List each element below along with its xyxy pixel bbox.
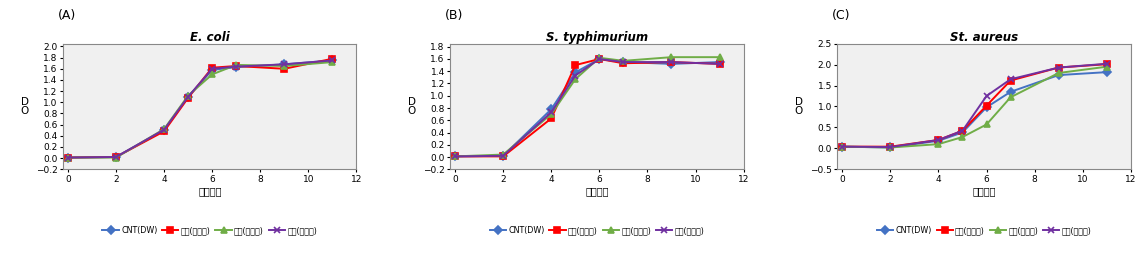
Title: S. typhimurium: S. typhimurium	[546, 31, 647, 44]
Y-axis label: D
O: D O	[21, 97, 29, 116]
X-axis label: 반응시간: 반응시간	[972, 186, 995, 197]
Title: St. aureus: St. aureus	[951, 31, 1018, 44]
Y-axis label: D
O: D O	[408, 97, 416, 116]
Text: (B): (B)	[444, 9, 463, 22]
Text: (A): (A)	[57, 9, 76, 22]
X-axis label: 반응시간: 반응시간	[199, 186, 222, 197]
Legend: CNT(DW), 당근(무처리), 당근(더치기), 당근(초고압): CNT(DW), 당근(무처리), 당근(더치기), 당근(초고압)	[102, 226, 317, 235]
X-axis label: 반응시간: 반응시간	[585, 186, 608, 197]
Legend: CNT(DW), 당근(무처리), 당근(더치기), 당근(초고압): CNT(DW), 당근(무처리), 당근(더치기), 당근(초고압)	[490, 226, 704, 235]
Title: E. coli: E. coli	[189, 31, 230, 44]
Y-axis label: D
O: D O	[794, 97, 804, 116]
Legend: CNT(DW), 당근(무처리), 당근(더치기), 당근(초고압): CNT(DW), 당근(무처리), 당근(더치기), 당근(초고압)	[877, 226, 1092, 235]
Text: (C): (C)	[832, 9, 851, 22]
